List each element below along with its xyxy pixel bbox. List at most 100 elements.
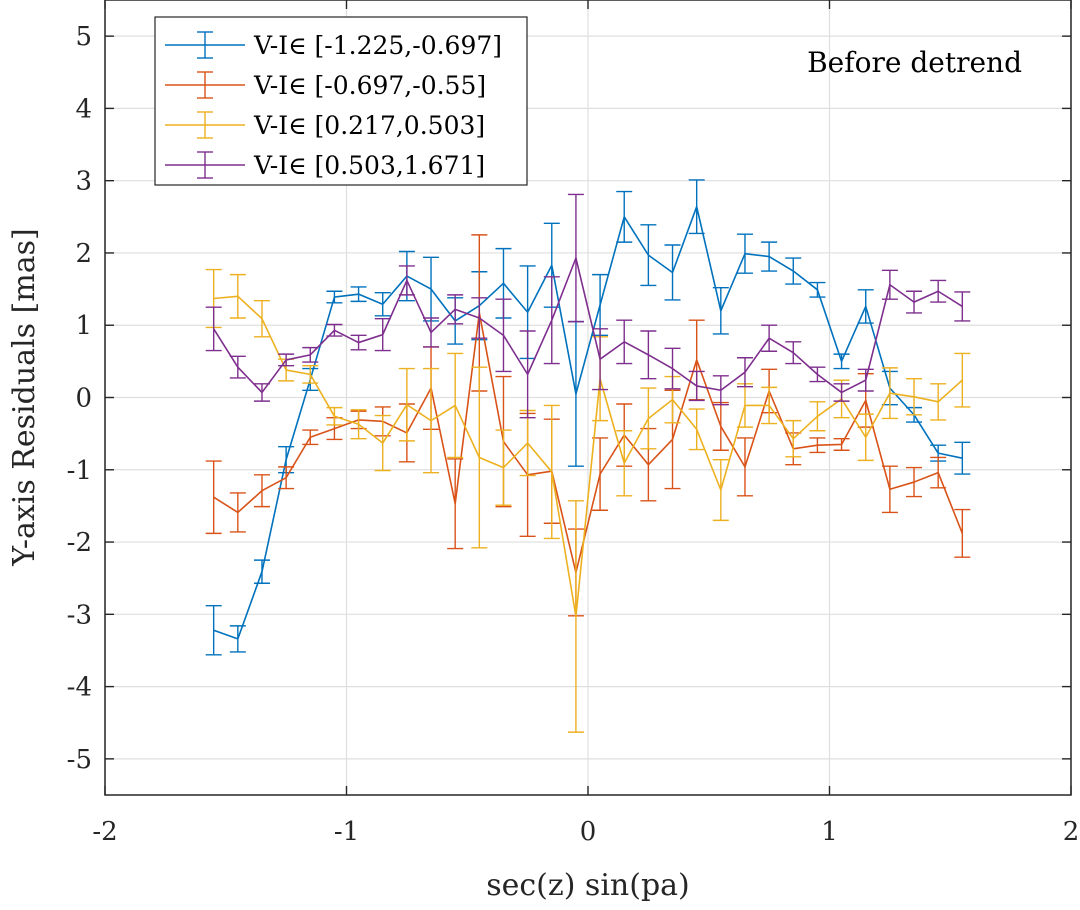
legend-entry: V-I∈ [-1.225,-0.697] [165, 31, 502, 60]
legend-entry: V-I∈ [0.217,0.503] [165, 111, 485, 140]
error-bar [906, 290, 923, 314]
error-bar [398, 367, 415, 442]
error-bar [423, 317, 440, 348]
error-bar [954, 508, 971, 558]
error-bar [447, 294, 464, 325]
legend-symbol [165, 151, 245, 179]
error-bar [688, 179, 705, 235]
y-tick-label: 3 [75, 167, 92, 197]
error-bar [785, 257, 802, 285]
error-bar [471, 366, 488, 549]
x-tick-label: 1 [821, 817, 838, 847]
error-bar [640, 330, 657, 380]
error-bar [253, 383, 270, 402]
error-bar [712, 286, 729, 335]
x-tick-label: -1 [334, 817, 359, 847]
error-bar [954, 441, 971, 475]
legend-symbol [165, 111, 245, 139]
series-line [212, 257, 963, 394]
error-bar [761, 241, 778, 272]
error-bar [302, 365, 319, 384]
series-layer [205, 179, 971, 733]
error-bar [543, 404, 560, 540]
legend-symbol [165, 31, 245, 59]
error-bar [833, 437, 850, 451]
error-bar [302, 346, 319, 363]
error-bar [664, 244, 681, 301]
error-bar [253, 299, 270, 338]
error-bar [374, 318, 391, 352]
error-bar [519, 330, 536, 419]
error-bar [833, 383, 850, 402]
error-bar [447, 352, 464, 459]
error-bar [205, 306, 222, 352]
grid [104, 0, 1072, 795]
ticks: -2 -1 0 1 2 -5 -4 -3 -2 -1 0 1 2 3 4 5 [67, 0, 1079, 847]
error-bar [229, 492, 246, 533]
error-bar [930, 456, 947, 489]
error-bar [205, 604, 222, 656]
error-bar [640, 224, 657, 287]
error-bar [785, 341, 802, 365]
error-bar [253, 474, 270, 508]
annotation-before-detrend: Before detrend [807, 46, 1022, 79]
y-tick-label: -3 [67, 600, 92, 630]
x-tick-label: -2 [92, 817, 117, 847]
error-bar [881, 269, 898, 300]
error-bar [495, 298, 512, 373]
error-bar [640, 387, 657, 450]
y-tick-label: 2 [75, 239, 92, 269]
legend-entry: V-I∈ [-0.697,-0.55] [165, 71, 486, 100]
error-bar [229, 355, 246, 379]
y-axis-label: Y-axis Residuals [mas] [7, 228, 42, 566]
error-bar [398, 265, 415, 296]
error-bar [495, 429, 512, 506]
error-bar [326, 290, 343, 304]
legend-entry: V-I∈ [0.503,1.671] [165, 151, 485, 180]
series-line [213, 312, 964, 574]
error-bar [278, 353, 295, 367]
error-bar [302, 429, 319, 446]
y-tick-label: -2 [67, 528, 92, 558]
error-bar [688, 408, 705, 451]
error-bar [374, 414, 391, 472]
error-bar [954, 291, 971, 322]
error-bar [857, 413, 874, 462]
error-bar [930, 279, 947, 303]
error-bar [567, 500, 584, 733]
error-bar [350, 334, 367, 351]
error-bar [809, 366, 826, 383]
error-bar [205, 460, 222, 535]
error-bar [447, 458, 464, 550]
error-bar [785, 419, 802, 458]
series-line [213, 205, 963, 640]
error-bar [906, 378, 923, 416]
error-bar [664, 347, 681, 390]
error-bar [857, 289, 874, 324]
error-bar [930, 383, 947, 421]
error-bar [326, 323, 343, 337]
error-bar [736, 437, 753, 497]
legend-label: V-I∈ [-1.225,-0.697] [253, 31, 502, 60]
y-tick-label: -1 [67, 456, 92, 486]
y-tick-label: 1 [75, 311, 92, 341]
y-tick-label: -5 [67, 745, 92, 775]
legend-symbol [165, 71, 245, 99]
error-bar [350, 286, 367, 303]
error-bar [229, 625, 246, 653]
error-bar [350, 409, 367, 440]
error-bar [688, 370, 705, 402]
x-axis-label: sec(z) sin(pa) [486, 868, 690, 903]
error-bar [374, 292, 391, 317]
error-bar [881, 367, 898, 420]
y-tick-label: 5 [75, 22, 92, 52]
error-bar [761, 324, 778, 352]
error-bar [712, 458, 729, 522]
error-bar [736, 233, 753, 274]
error-bar [567, 193, 584, 323]
error-bar [712, 375, 729, 406]
error-bar [423, 367, 440, 474]
error-bar [954, 352, 971, 408]
legend-label: V-I∈ [0.217,0.503] [253, 111, 485, 140]
error-bar [616, 190, 633, 243]
